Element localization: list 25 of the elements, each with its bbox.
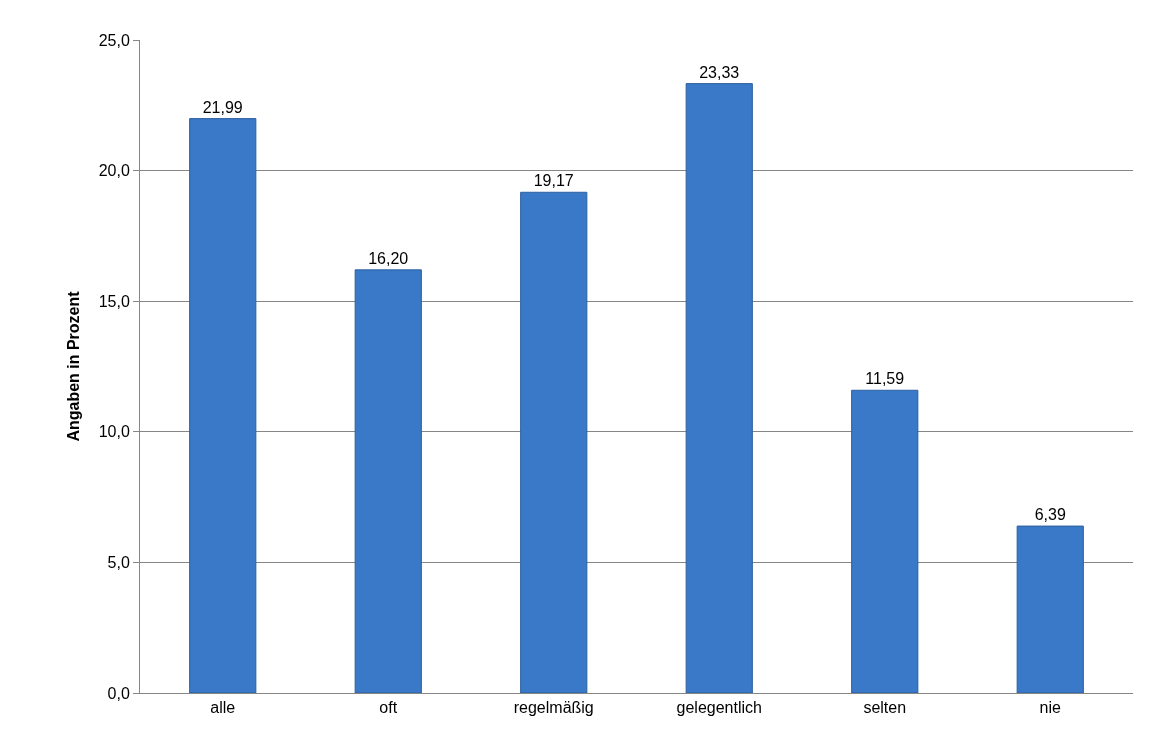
x-tick-label: selten [863,699,907,717]
bar [1016,525,1084,693]
bar [354,269,422,693]
x-tick-label: nie [1039,699,1062,717]
data-label: 23,33 [699,63,740,81]
y-axis-title: Angaben in Prozent [64,290,82,442]
x-tick-label: oft [379,699,398,717]
data-label: 11,59 [865,370,905,388]
x-tick-label: regelmäßig [513,699,594,717]
x-tick-label: gelegentlich [676,699,762,717]
y-tick-label: 10,0 [98,423,130,441]
y-tick-label: 5,0 [107,554,130,571]
bar [851,389,919,693]
bar [685,83,753,693]
data-label: 6,39 [1034,506,1066,524]
data-label: 16,20 [368,249,409,267]
data-label: 21,99 [202,98,243,116]
data-label: 19,17 [533,172,574,190]
bar [520,191,588,693]
bar [189,118,257,693]
y-tick-label: 25,0 [98,31,130,49]
y-tick-label: 15,0 [98,292,130,310]
y-tick-label: 20,0 [98,162,130,180]
y-tick-label: 0,0 [107,684,130,702]
x-tick-label: alle [210,699,236,717]
